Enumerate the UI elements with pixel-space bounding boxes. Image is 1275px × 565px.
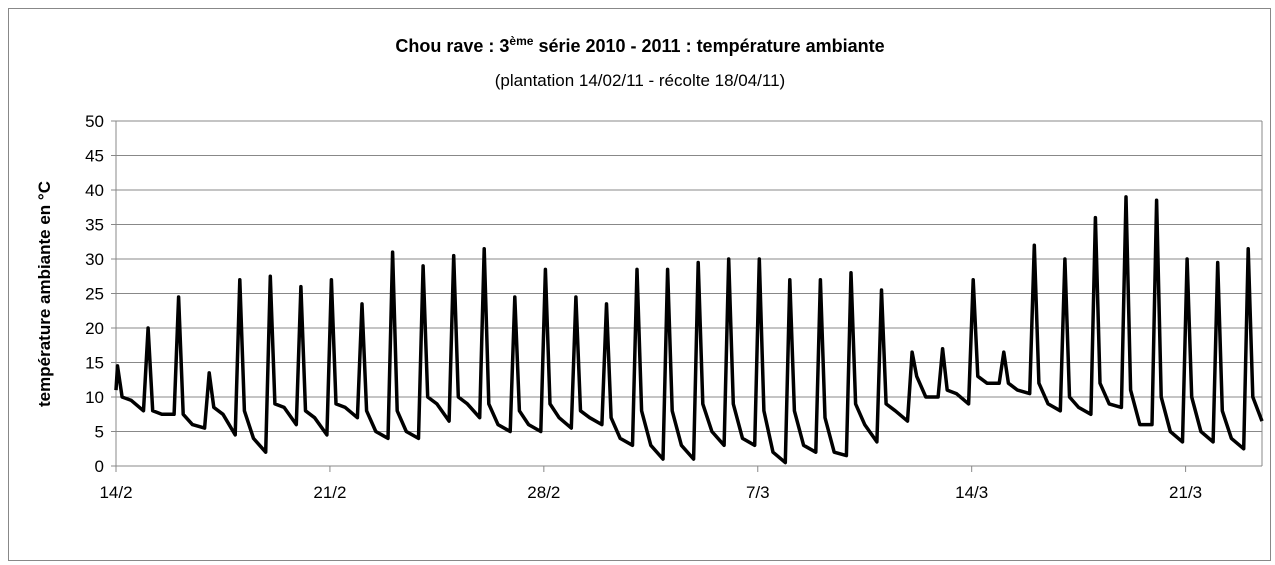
y-tick-label: 45 (85, 147, 104, 166)
y-tick-label: 40 (85, 181, 104, 200)
x-tick-label: 14/3 (955, 483, 988, 502)
y-tick-label: 5 (95, 423, 104, 442)
chart-title: Chou rave : 3ème série 2010 - 2011 : tem… (395, 34, 884, 56)
y-tick-label: 50 (85, 112, 104, 131)
y-tick-label: 10 (85, 388, 104, 407)
title-superscript: ème (509, 34, 533, 48)
x-tick-label: 14/2 (99, 483, 132, 502)
title-part: série 2010 - 2011 : température ambiante (533, 36, 884, 56)
x-tick-label: 21/3 (1169, 483, 1202, 502)
x-tick-label: 28/2 (527, 483, 560, 502)
y-axis-label: température ambiante en °C (35, 181, 54, 407)
x-tick-label: 21/2 (313, 483, 346, 502)
chart-subtitle: (plantation 14/02/11 - récolte 18/04/11) (495, 71, 785, 90)
y-tick-label: 30 (85, 250, 104, 269)
y-tick-label: 15 (85, 354, 104, 373)
y-tick-label: 35 (85, 216, 104, 235)
x-tick-label: 7/3 (746, 483, 770, 502)
y-tick-label: 20 (85, 319, 104, 338)
title-part: Chou rave : 3 (395, 36, 509, 56)
temperature-line (114, 195, 1264, 465)
chart-border (8, 8, 1271, 561)
y-tick-label: 0 (95, 457, 104, 476)
y-tick-label: 25 (85, 285, 104, 304)
